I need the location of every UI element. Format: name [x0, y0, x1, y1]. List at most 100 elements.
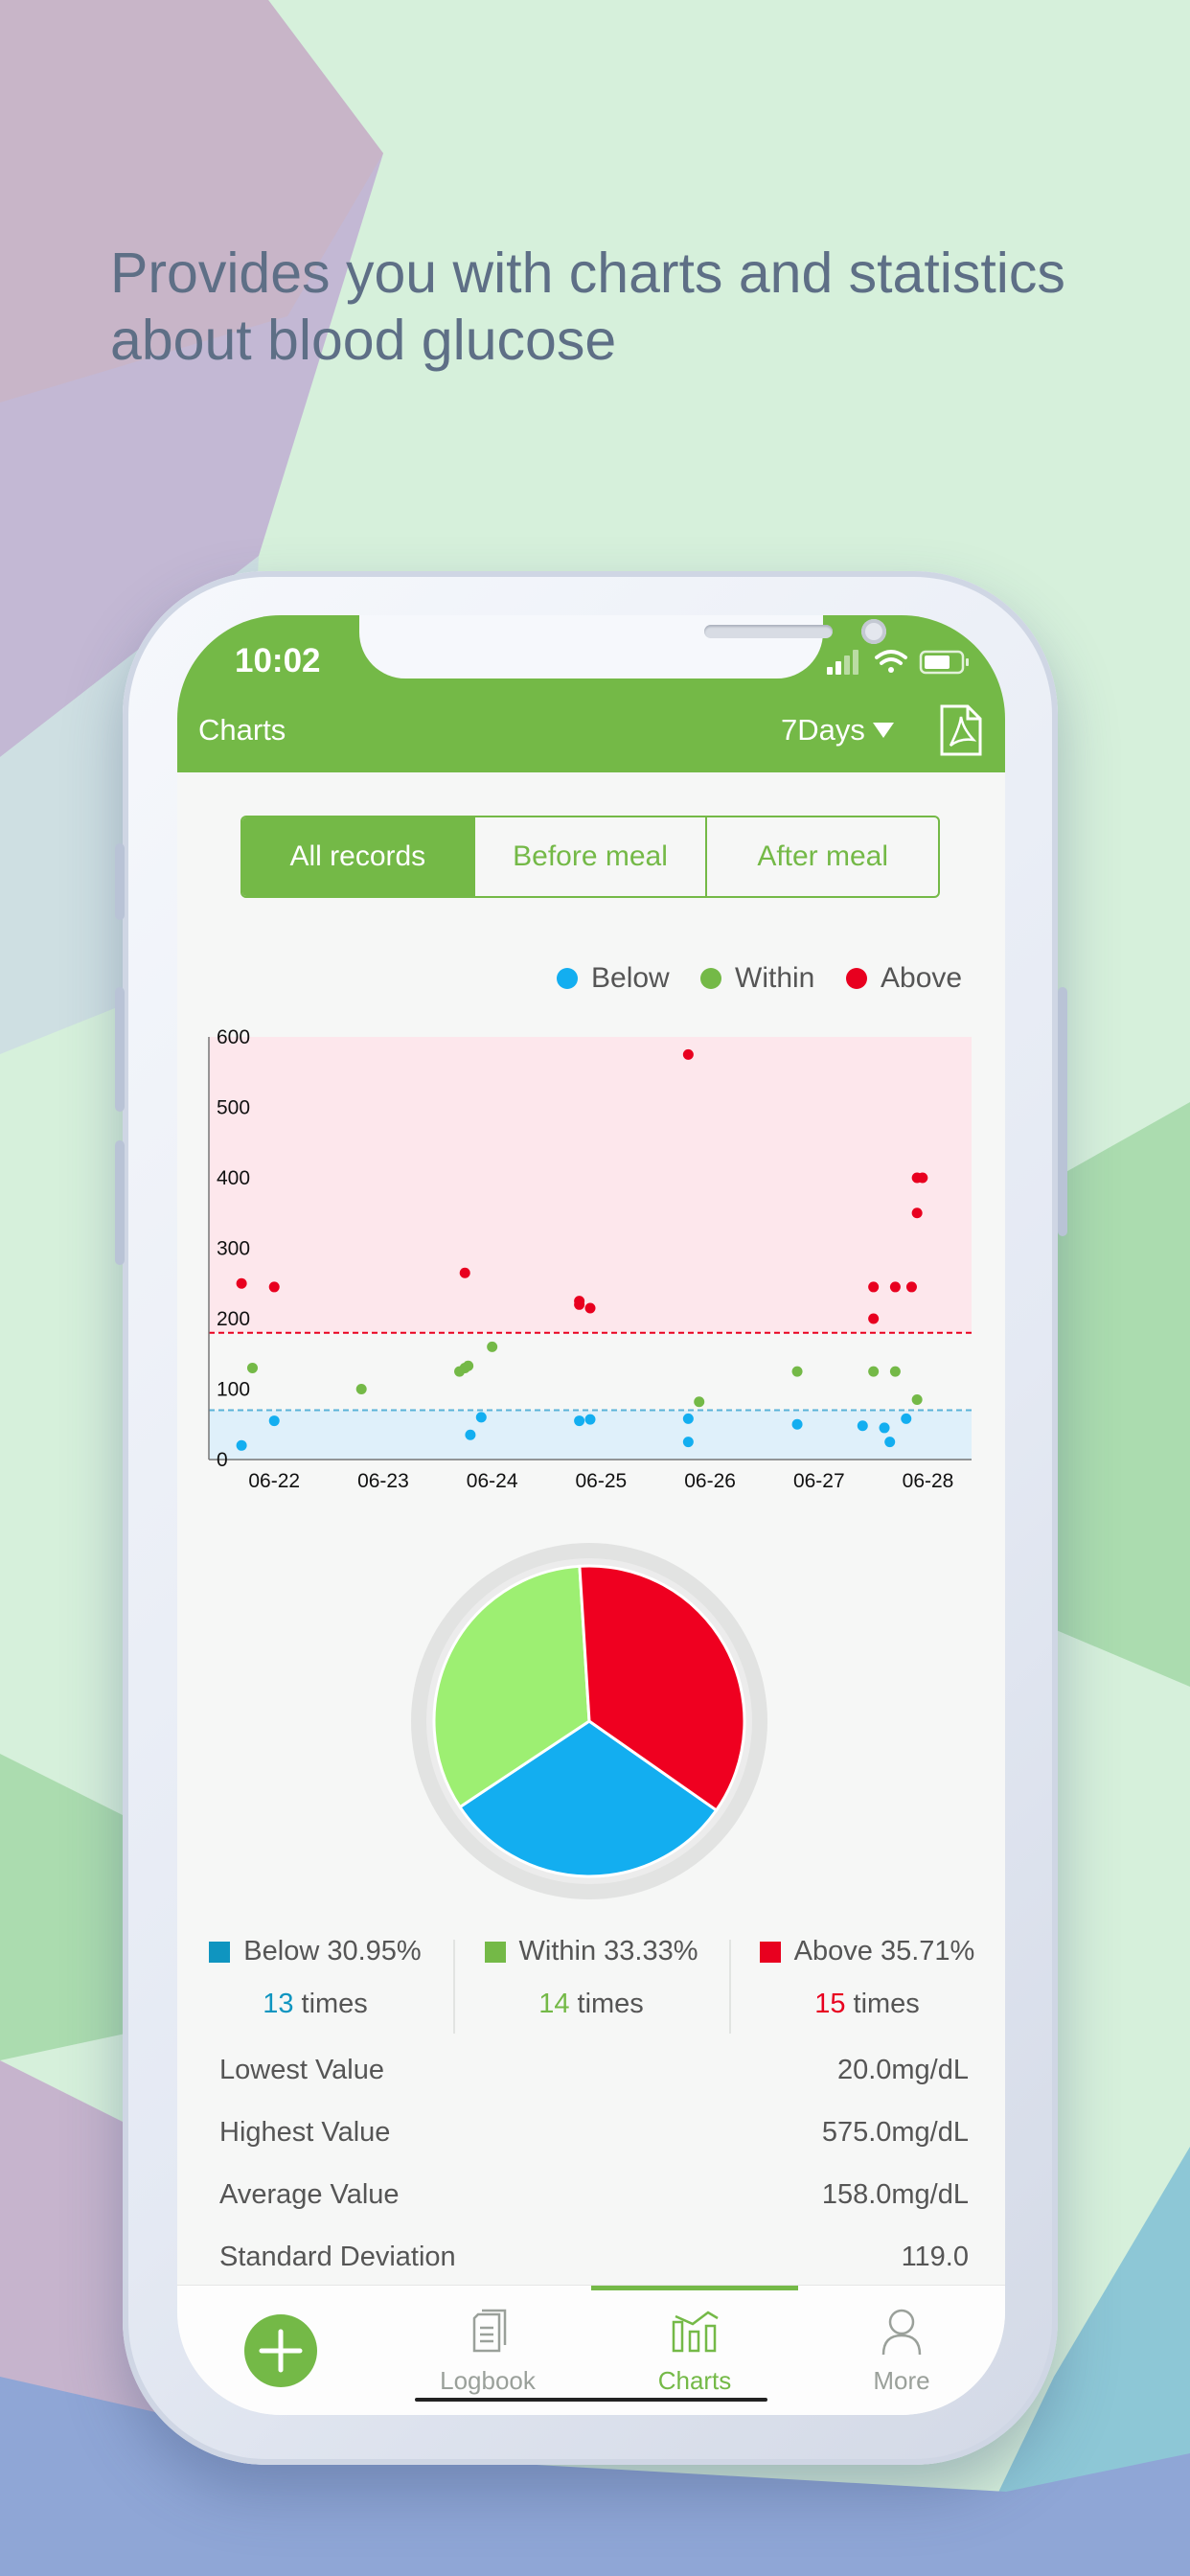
- add-icon: [259, 2329, 303, 2373]
- stat-below: Below 30.95% 13 times: [177, 1936, 453, 2020]
- y-tick-label: 600: [217, 1026, 250, 1048]
- data-point-below: [879, 1422, 890, 1434]
- data-point-below: [682, 1437, 694, 1448]
- stat-count: 15: [814, 1989, 846, 2019]
- data-point-above: [868, 1281, 880, 1293]
- tab-label: Charts: [657, 2366, 732, 2395]
- headline: Provides you with charts and statistics …: [110, 240, 1116, 374]
- stat-swatch: [484, 1941, 506, 1963]
- data-point-within: [911, 1394, 923, 1406]
- tab-more[interactable]: More: [798, 2286, 1005, 2415]
- data-point-below: [901, 1413, 912, 1424]
- signal-icon: [827, 650, 858, 675]
- battery-icon: [919, 650, 969, 675]
- chevron-down-icon[interactable]: [873, 723, 894, 738]
- tab-all-records[interactable]: All records: [242, 817, 475, 896]
- summary-label: Standard Deviation: [219, 2242, 456, 2272]
- phone-side-button: [1058, 987, 1067, 1236]
- stat-count: 13: [263, 1989, 294, 2019]
- data-point-within: [487, 1341, 498, 1352]
- summary-value: 158.0mg/dL: [821, 2179, 969, 2210]
- stat-swatch: [209, 1941, 231, 1963]
- phone-side-button: [115, 987, 125, 1112]
- x-tick-label: 06-25: [576, 1470, 628, 1492]
- legend-label: Above: [881, 962, 963, 994]
- y-tick-label: 200: [217, 1308, 250, 1330]
- status-icons: [827, 650, 969, 675]
- tab-add[interactable]: [177, 2286, 384, 2415]
- stat-label: Above 35.71%: [793, 1936, 975, 1966]
- summary-label: Average Value: [219, 2179, 400, 2210]
- legend-above: Above: [846, 962, 962, 995]
- summary-row-highest: Highest Value 575.0mg/dL: [219, 2117, 969, 2149]
- data-point-above: [682, 1048, 694, 1060]
- charts-icon: [672, 2311, 719, 2353]
- data-point-below: [236, 1439, 247, 1451]
- data-point-below: [791, 1418, 803, 1430]
- x-tick-label: 06-27: [793, 1470, 845, 1492]
- legend-label: Within: [735, 962, 815, 994]
- data-point-above: [889, 1281, 901, 1293]
- tab-logbook[interactable]: Logbook: [384, 2286, 591, 2415]
- stat-count: 14: [538, 1989, 570, 2019]
- legend-dot: [557, 968, 578, 989]
- user-icon: [881, 2309, 922, 2356]
- add-record-button[interactable]: [244, 2314, 317, 2387]
- data-point-below: [682, 1413, 694, 1424]
- summary-value: 20.0mg/dL: [836, 2055, 969, 2085]
- y-tick-label: 500: [217, 1097, 250, 1119]
- bottom-tab-bar: Logbook Charts More: [177, 2285, 1005, 2415]
- phone-side-button: [115, 1140, 125, 1265]
- summary-value: 119.0: [901, 2242, 969, 2272]
- data-point-below: [857, 1420, 868, 1432]
- logbook-icon: [472, 2309, 507, 2353]
- tab-after-meal[interactable]: After meal: [757, 840, 889, 872]
- data-point-within: [694, 1396, 705, 1408]
- headline-line-1: Provides you with charts and statistics: [110, 242, 1065, 305]
- x-tick-label: 06-23: [357, 1470, 409, 1492]
- active-tab-indicator: [591, 2286, 798, 2290]
- summary-row-lowest: Lowest Value 20.0mg/dL: [219, 2055, 969, 2086]
- wifi-icon: [875, 650, 907, 673]
- data-point-above: [905, 1281, 917, 1293]
- data-point-below: [475, 1412, 487, 1423]
- data-point-above: [459, 1267, 470, 1278]
- divider: [729, 1940, 731, 2034]
- divider: [453, 1940, 455, 2034]
- legend-dot: [846, 968, 867, 989]
- camera: [861, 619, 886, 644]
- tab-charts[interactable]: Charts: [591, 2286, 798, 2415]
- data-point-above: [268, 1281, 280, 1293]
- data-point-above: [574, 1299, 585, 1310]
- notch: [359, 615, 886, 678]
- tab-before-meal[interactable]: Before meal: [475, 817, 708, 896]
- tab-label: Logbook: [440, 2366, 536, 2395]
- x-tick-label: 06-26: [684, 1470, 736, 1492]
- stat-label: Within 33.33%: [518, 1936, 698, 1966]
- glucose-scatter-chart: 0 100 200 300 400 500 600 06-22 06-23 06-24 06-25 0…: [208, 1026, 972, 1492]
- data-point-within: [463, 1360, 474, 1371]
- legend-dot: [700, 968, 721, 989]
- data-point-within: [355, 1384, 367, 1394]
- home-indicator: [415, 2398, 767, 2402]
- pdf-export-icon[interactable]: [939, 703, 983, 757]
- data-point-above: [584, 1302, 596, 1314]
- range-dropdown[interactable]: 7Days: [781, 713, 865, 747]
- data-point-within: [868, 1366, 880, 1377]
- above-range-band: [209, 1037, 972, 1333]
- data-point-within: [791, 1366, 803, 1377]
- stat-label: Below 30.95%: [243, 1936, 422, 1966]
- page-title: Charts: [198, 713, 286, 747]
- stat-above: Above 35.71% 15 times: [729, 1936, 1005, 2020]
- y-tick-label: 400: [217, 1167, 250, 1189]
- data-point-below: [465, 1429, 476, 1440]
- speaker: [704, 625, 833, 638]
- data-point-above: [236, 1277, 247, 1289]
- stat-unit: times: [301, 1989, 368, 2019]
- legend-below: Below: [557, 962, 670, 995]
- x-tick-label: 06-24: [467, 1470, 518, 1492]
- data-point-above: [917, 1172, 928, 1184]
- summary-value: 575.0mg/dL: [821, 2117, 969, 2148]
- data-point-above: [911, 1208, 923, 1219]
